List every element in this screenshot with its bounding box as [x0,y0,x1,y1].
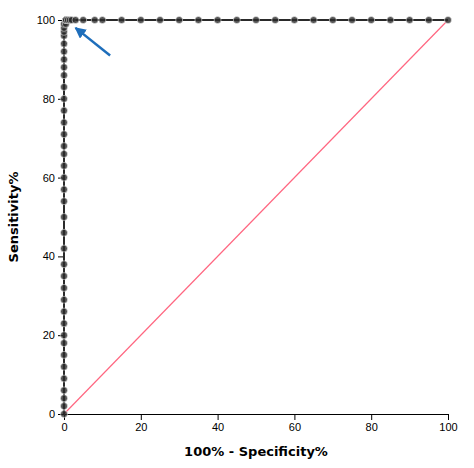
tick: 60 [289,414,301,433]
x-axis: 0 20 40 60 80 100 [61,414,457,433]
point [195,17,202,24]
tick-label: 40 [43,250,55,262]
point [61,363,68,370]
point [61,95,68,102]
tick: 40 [212,414,224,433]
marks [61,17,452,418]
tick-label: 0 [61,421,67,433]
plot-area: 0 20 40 60 80 100 0 20 40 60 80 100 100% - Specifici… [6,14,458,459]
point [72,17,79,24]
point [61,284,68,291]
tick-mark [371,414,372,420]
annotation-arrow [76,28,111,56]
point [176,17,183,24]
point [61,411,68,418]
tick-label: 80 [43,93,55,105]
point [368,17,375,24]
tick: 100 [37,14,64,26]
tick-label: 20 [43,329,55,341]
point [61,56,68,63]
tick-label: 40 [212,421,224,433]
point [157,17,164,24]
chart-container: 0 20 40 60 80 100 0 20 40 60 80 100 100% - Specifici… [0,0,474,468]
tick-label: 100 [37,14,55,26]
point [253,17,260,24]
tick-label: 20 [135,421,147,433]
point [61,403,68,410]
point [406,17,413,24]
point [61,320,68,327]
point [61,332,68,339]
axis-line [65,415,449,421]
chart-svg: 0 20 40 60 80 100 0 20 40 60 80 100 100% - Specifici… [0,0,474,468]
point [61,387,68,394]
tick-label: 0 [49,408,55,420]
point [233,17,240,24]
tick-mark [294,414,295,420]
point [61,229,68,236]
tick: 20 [135,414,147,433]
point [61,119,68,126]
tick-label: 100 [439,421,457,433]
point [445,17,452,24]
point [329,17,336,24]
point [80,17,87,24]
point [61,143,68,150]
point [61,198,68,205]
point [272,17,279,24]
tick-mark [448,414,449,420]
point [61,48,68,55]
point [61,261,68,268]
tick-label: 80 [366,421,378,433]
tick-mark [141,414,142,420]
series-line [64,20,448,414]
series-line [64,20,448,414]
point [118,17,125,24]
x-axis-title: 100% - Specificity% [184,444,328,459]
point [99,17,106,24]
point [61,245,68,252]
point [387,17,394,24]
point [61,273,68,280]
point [61,296,68,303]
point [61,186,68,193]
point [291,17,298,24]
tick: 80 [366,414,378,433]
tick-label: 60 [289,421,301,433]
point [310,17,317,24]
point [61,72,68,79]
tick-label: 60 [43,172,55,184]
point [61,83,68,90]
point [61,308,68,315]
point [137,17,144,24]
tick-mark [218,414,219,420]
point [61,107,68,114]
series-markers [61,17,452,418]
point [61,174,68,181]
point [91,17,98,24]
tick: 100 [439,414,457,433]
y-axis-title: Sensitivity% [6,172,21,263]
point [61,351,68,358]
point [61,162,68,169]
point [61,64,68,71]
point [349,17,356,24]
point [61,395,68,402]
point [61,214,68,221]
point [61,131,68,138]
tick: 40 [43,250,64,262]
point [61,150,68,157]
point [61,340,68,347]
point [425,17,432,24]
point [61,40,68,47]
point [214,17,221,24]
point [61,375,68,382]
